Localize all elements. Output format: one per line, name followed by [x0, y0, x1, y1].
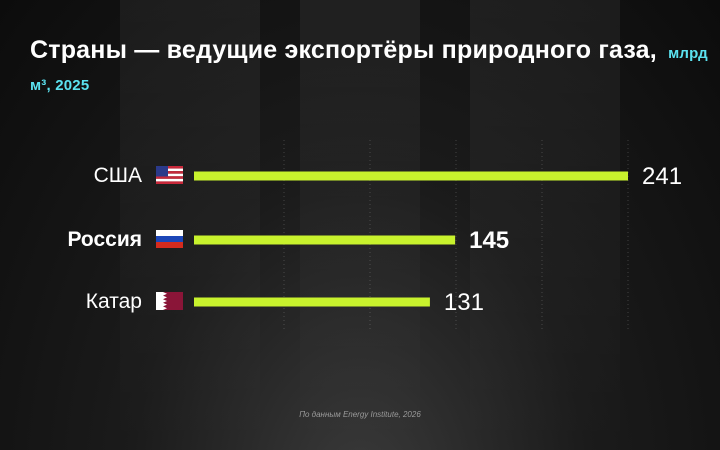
flag-stripe — [156, 242, 183, 248]
value-label: 145 — [469, 227, 509, 254]
flag-stripe — [156, 236, 183, 242]
bar — [194, 235, 456, 245]
qatar-flag-icon — [156, 292, 183, 310]
value-label: 241 — [642, 163, 682, 190]
title-unit: млрд м³, 2025 — [30, 45, 708, 94]
flag-stripe — [156, 166, 183, 169]
title-text: Страны — ведущие экспортёры природного г… — [30, 36, 657, 64]
flag-stripe — [156, 178, 183, 182]
flag-stripe — [156, 176, 183, 179]
bar — [194, 297, 430, 307]
flag-stripe — [156, 181, 183, 184]
us-flag-icon — [156, 166, 183, 184]
flag-serration — [156, 292, 167, 310]
category-label: Россия — [67, 228, 142, 251]
flag-stripe — [156, 230, 183, 236]
category-label: Катар — [86, 290, 142, 313]
bar — [194, 171, 628, 181]
flag-stripe — [156, 168, 183, 172]
flag-stripe — [156, 171, 183, 174]
flag-canton — [156, 166, 168, 177]
chart-title: Страны — ведущие экспортёры природного г… — [30, 36, 720, 100]
russia-flag-icon — [156, 230, 183, 248]
category-label: США — [94, 164, 142, 187]
flag-stripe — [156, 173, 183, 177]
chart-marks: США 241 Россия 145 Катар 131 — [67, 163, 682, 316]
value-label: 131 — [444, 289, 484, 316]
source-note: По данным Energy Institute, 2026 — [299, 410, 421, 419]
